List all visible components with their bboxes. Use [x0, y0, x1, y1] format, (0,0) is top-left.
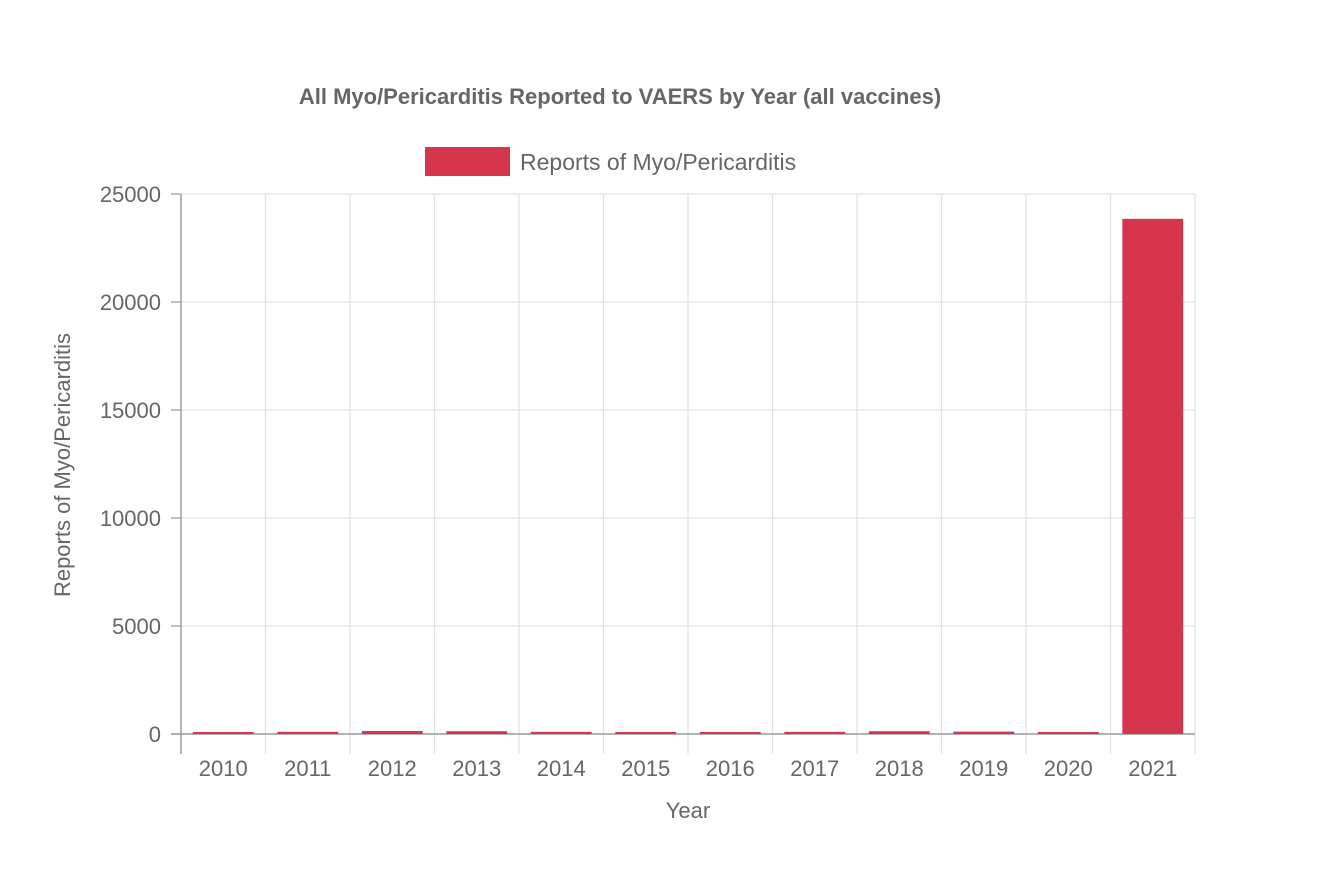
y-tick-label: 20000 — [100, 290, 161, 315]
y-tick-label: 15000 — [100, 398, 161, 423]
bars — [192, 218, 1184, 735]
bar-2018 — [868, 731, 930, 734]
y-axis-title: Reports of Myo/Pericarditis — [50, 333, 75, 597]
bar-2013 — [446, 731, 508, 734]
x-tick-label: 2021 — [1128, 756, 1177, 781]
x-tick-label: 2011 — [284, 756, 331, 781]
x-tick-labels: 2010 2011 2012 2013 2014 2015 2016 2017 2018 2019… — [199, 756, 1177, 781]
bar-2021 — [1122, 218, 1184, 735]
x-tick-label: 2017 — [790, 756, 839, 781]
x-tick-label: 2018 — [875, 756, 924, 781]
bar-2017 — [784, 731, 846, 734]
chart-title: All Myo/Pericarditis Reported to VAERS b… — [299, 84, 941, 109]
x-tick-label: 2016 — [706, 756, 755, 781]
x-tick-label: 2020 — [1044, 756, 1093, 781]
x-tick-label: 2010 — [199, 756, 248, 781]
y-tick-label: 25000 — [100, 182, 161, 207]
bar-2014 — [530, 731, 592, 734]
bar-2012 — [361, 730, 423, 734]
grid-lines — [180, 193, 1196, 754]
x-tick-label: 2012 — [368, 756, 417, 781]
y-tick-label: 10000 — [100, 506, 161, 531]
axes — [171, 194, 1195, 754]
x-tick-label: 2019 — [959, 756, 1008, 781]
bar-2010 — [192, 732, 254, 734]
x-tick-label: 2014 — [537, 756, 586, 781]
x-axis-title: Year — [666, 798, 710, 823]
bar-2011 — [277, 731, 339, 734]
y-tick-label: 5000 — [112, 614, 161, 639]
bar-2015 — [615, 732, 677, 734]
x-tick-label: 2013 — [452, 756, 501, 781]
y-tick-labels: 25000 20000 15000 10000 5000 0 — [100, 182, 181, 747]
legend-swatch — [425, 147, 510, 176]
x-tick-label: 2015 — [621, 756, 670, 781]
y-tick-label: 0 — [149, 722, 161, 747]
bar-2016 — [699, 732, 761, 734]
bar-2020 — [1037, 732, 1099, 734]
legend: Reports of Myo/Pericarditis — [425, 147, 796, 176]
legend-label: Reports of Myo/Pericarditis — [520, 149, 796, 175]
bar-2019 — [953, 731, 1015, 734]
